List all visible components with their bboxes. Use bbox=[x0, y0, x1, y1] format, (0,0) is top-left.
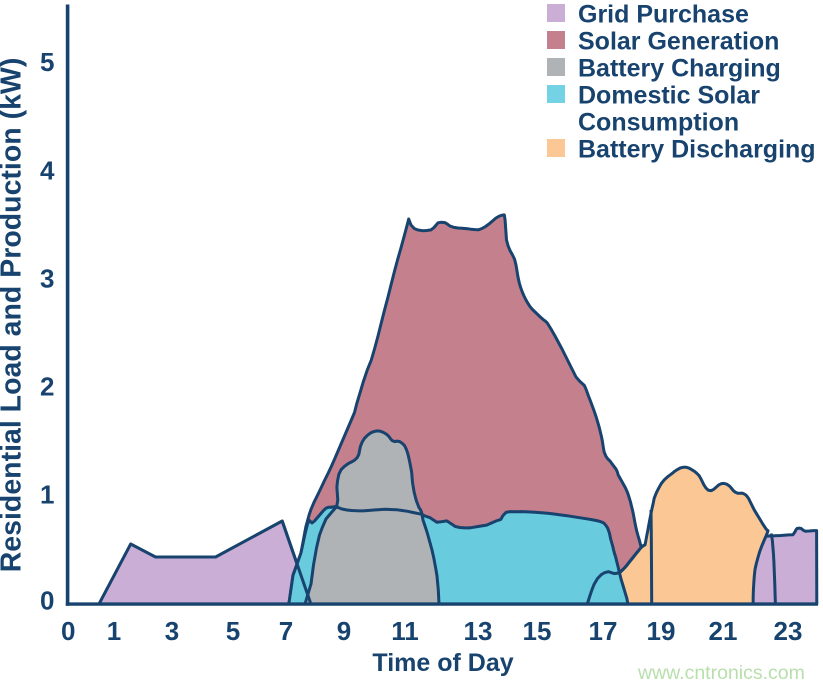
svg-text:Solar Generation: Solar Generation bbox=[578, 28, 779, 56]
svg-text:5: 5 bbox=[40, 47, 54, 77]
svg-text:9: 9 bbox=[337, 616, 351, 646]
svg-text:23: 23 bbox=[774, 616, 803, 646]
svg-text:3: 3 bbox=[40, 263, 54, 293]
svg-text:0: 0 bbox=[40, 585, 54, 615]
svg-text:11: 11 bbox=[391, 616, 419, 646]
svg-text:Battery Charging: Battery Charging bbox=[578, 55, 781, 83]
svg-text:17: 17 bbox=[589, 616, 618, 646]
svg-text:2: 2 bbox=[40, 371, 54, 401]
svg-text:21: 21 bbox=[709, 616, 738, 646]
svg-text:15: 15 bbox=[523, 616, 552, 646]
svg-text:0: 0 bbox=[61, 616, 75, 646]
svg-text:13: 13 bbox=[464, 616, 493, 646]
svg-text:3: 3 bbox=[165, 616, 179, 646]
svg-text:5: 5 bbox=[226, 616, 240, 646]
svg-text:Battery Discharging: Battery Discharging bbox=[578, 136, 816, 164]
svg-text:Residential Load and Productio: Residential Load and Production (kW) bbox=[0, 58, 28, 573]
svg-text:Consumption: Consumption bbox=[578, 109, 739, 137]
svg-text:Domestic Solar: Domestic Solar bbox=[578, 82, 760, 110]
svg-text:Grid Purchase: Grid Purchase bbox=[578, 1, 749, 29]
svg-text:1: 1 bbox=[40, 479, 54, 509]
svg-text:www.cntronics.com: www.cntronics.com bbox=[637, 662, 805, 684]
svg-text:1: 1 bbox=[107, 616, 121, 646]
svg-text:19: 19 bbox=[647, 616, 676, 646]
svg-text:4: 4 bbox=[40, 155, 55, 185]
svg-text:Time of Day: Time of Day bbox=[372, 649, 513, 677]
svg-text:7: 7 bbox=[279, 616, 293, 646]
